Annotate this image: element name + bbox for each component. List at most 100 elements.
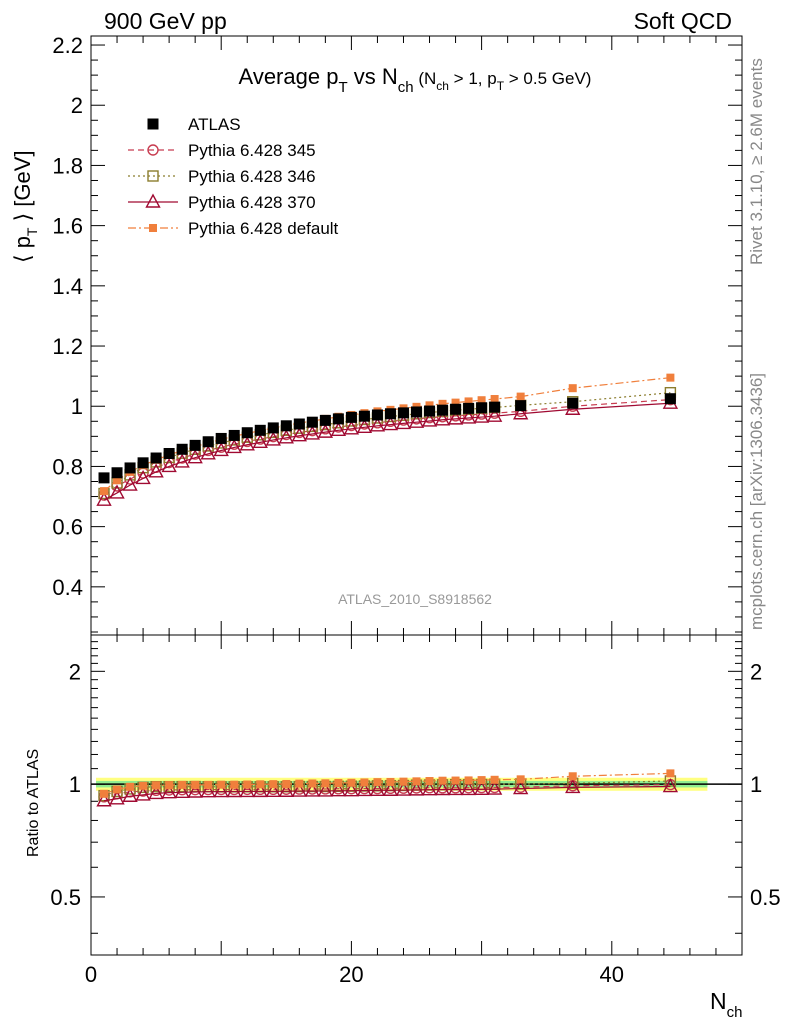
ratio-series (96, 769, 679, 807)
series-0-point (424, 405, 436, 417)
series-3-ratio-point (330, 782, 347, 797)
series-3-ratio-point (187, 783, 203, 798)
series-3-point (226, 439, 242, 454)
series-3-ratio-point (122, 787, 138, 802)
series-3-ratio-point (369, 781, 386, 796)
x-tick-label: 40 (600, 962, 624, 987)
y-tick-label: 0.6 (52, 515, 83, 540)
series-4-ratio-point (425, 777, 434, 786)
series-4-point (477, 396, 486, 405)
series-4-point (490, 395, 499, 404)
series-2-ratio-line (103, 780, 671, 797)
series-3-ratio-point (135, 786, 151, 801)
series-3-ratio-point (356, 782, 373, 797)
series-4-ratio-point (178, 780, 187, 789)
series-0-point (111, 467, 123, 479)
series-4-ratio-line (103, 772, 671, 795)
legend: ATLAS Pythia 6.428 345 Pythia 6.428 346 Pyt… (128, 115, 339, 238)
series-3-point (317, 423, 334, 438)
series-0-point (280, 420, 292, 432)
series-4-point (568, 384, 577, 393)
series-3-point (200, 445, 216, 460)
series-3-ratio-point (421, 781, 438, 796)
series-3-ratio-point (278, 782, 294, 797)
series-0-point (306, 416, 318, 428)
series-3-point (356, 418, 373, 434)
series-4-ratio-point (256, 780, 265, 789)
series-4-ratio-point (282, 779, 291, 788)
series-2-line (103, 392, 671, 494)
series-1-ratio-line (103, 784, 671, 798)
series-4-ratio-point (477, 776, 486, 785)
series-3-point (486, 407, 503, 422)
series-4-ratio-point (412, 777, 421, 786)
series-4-ratio-point (295, 779, 304, 788)
series-4-ratio-point (204, 780, 213, 789)
series-3-point (148, 463, 164, 478)
series-3-point (447, 410, 464, 425)
main-series (96, 373, 679, 506)
series-4-ratio-point (243, 780, 252, 789)
series-3-point (161, 457, 177, 473)
series-4-ratio-point (334, 778, 343, 787)
series-3-point (122, 476, 138, 491)
series-3-ratio-point (486, 780, 503, 795)
legend-label-0: ATLAS (188, 115, 241, 134)
chart-title: Average pT vs Nch (Nch > 1, pT > 0.5 GeV… (239, 64, 592, 96)
series-3-point (395, 414, 412, 430)
series-4-ratio-point (666, 769, 675, 778)
ratio-tick-label-right: 2 (750, 659, 762, 684)
series-3-point (135, 470, 151, 485)
x-tick-label: 20 (339, 962, 363, 987)
series-0-point (463, 402, 475, 414)
series-4-point (451, 398, 460, 407)
series-3-point (304, 425, 321, 440)
series-0-point (371, 409, 383, 421)
series-4-ratio-point (139, 781, 148, 790)
series-1-line (103, 399, 671, 496)
series-4-ratio-point (217, 780, 226, 789)
series-4-ratio-point (360, 778, 369, 787)
series-4-line (103, 377, 671, 492)
legend-label-3: Pythia 6.428 370 (188, 193, 316, 212)
x-tick-label: 0 (85, 962, 97, 987)
series-3-ratio-point (662, 778, 679, 793)
series-0-point (267, 422, 279, 434)
series-4-ratio-point (399, 777, 408, 786)
series-3-ratio-point (317, 782, 334, 797)
series-3-ratio-point (252, 782, 268, 798)
series-0-point (150, 452, 162, 464)
series-3-line (103, 402, 671, 501)
y-tick-label: 1.6 (52, 214, 83, 239)
series-3-ratio-point (447, 781, 464, 796)
y-tick-label: 1 (71, 394, 83, 419)
series-0-point (476, 402, 488, 414)
series-3-point (382, 416, 399, 431)
series-4-ratio-point (516, 775, 525, 784)
series-3-point (330, 421, 347, 437)
series-4-ratio-point (126, 782, 135, 791)
series-3-ratio-point (96, 792, 112, 807)
series-0-point (241, 427, 253, 439)
series-3-ratio-point (174, 783, 190, 799)
series-0-point (228, 429, 240, 441)
series-3-ratio-point (565, 778, 581, 794)
series-0-point (345, 411, 357, 423)
series-3-ratio-point (382, 781, 399, 796)
series-0-point (332, 413, 344, 425)
series-3-point (278, 429, 294, 444)
series-3-ratio-point (473, 780, 490, 795)
y-tick-label: 2 (71, 93, 83, 118)
series-0-point (137, 457, 149, 469)
ratio-tick-label-right: 0.5 (750, 885, 781, 910)
series-4-ratio-point (230, 780, 239, 789)
series-4-ratio-point (308, 779, 317, 788)
series-3-ratio-point (148, 784, 164, 800)
series-3-point (239, 436, 255, 451)
series-3-ratio-point (161, 784, 177, 799)
legend-marker-2 (147, 170, 159, 182)
series-0-point (254, 424, 266, 436)
ratio-tick-label: 2 (69, 659, 81, 684)
y-tick-label: 2.2 (52, 33, 83, 58)
